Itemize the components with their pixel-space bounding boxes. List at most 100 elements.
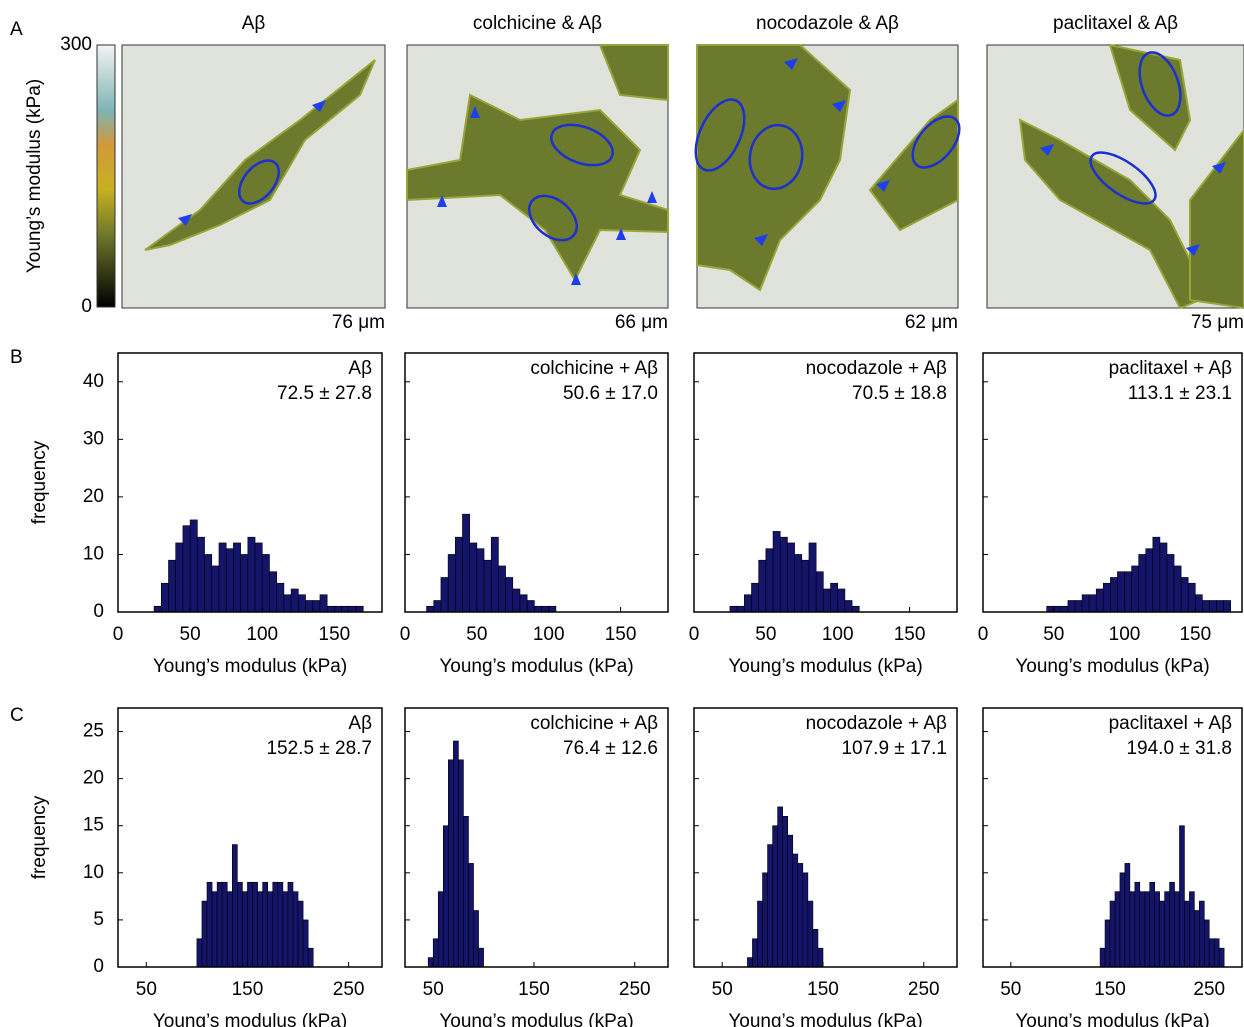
bar: [302, 919, 309, 968]
bar: [1149, 881, 1155, 968]
bar: [757, 900, 763, 968]
bar: [447, 554, 456, 613]
image-title: Aβ: [242, 13, 266, 34]
bar: [448, 759, 454, 968]
bar: [505, 577, 514, 613]
bar: [782, 816, 789, 968]
x-tick-label: 0: [113, 624, 124, 645]
colorbar-tick-label: 300: [60, 34, 92, 55]
bar: [355, 605, 364, 613]
bar: [433, 600, 442, 613]
bar: [802, 872, 809, 968]
bar: [427, 957, 434, 968]
annotation: 72.5 ± 27.8: [277, 383, 372, 404]
bar: [1216, 600, 1224, 613]
bar: [1109, 900, 1116, 968]
bar: [1194, 910, 1200, 968]
bar: [1159, 900, 1165, 968]
bar: [792, 853, 799, 968]
y-tick-label: 10: [83, 543, 104, 564]
x-tick-label: 50: [1000, 979, 1021, 1000]
bar: [437, 891, 444, 968]
bar: [1117, 571, 1125, 613]
image-title: paclitaxel & Aβ: [1053, 13, 1178, 34]
plot-frame: [404, 707, 669, 968]
bar: [744, 594, 752, 613]
bar: [257, 891, 263, 968]
bar: [231, 844, 238, 968]
bar: [334, 605, 342, 613]
bar: [462, 513, 470, 613]
bar: [794, 554, 803, 613]
bar: [432, 938, 439, 968]
bar: [1202, 600, 1210, 613]
bar: [455, 536, 463, 613]
plot-frame: [693, 707, 958, 968]
bar: [1154, 891, 1160, 968]
bar: [272, 881, 279, 968]
bar: [1199, 900, 1205, 968]
bar: [1131, 565, 1139, 613]
bar: [319, 594, 328, 613]
bar: [1159, 542, 1168, 613]
y-tick-label: 0: [93, 956, 104, 977]
bar: [1203, 919, 1210, 968]
bar: [160, 582, 169, 613]
bar: [201, 900, 208, 968]
x-tick-label: 150: [319, 624, 351, 645]
bar: [1060, 605, 1069, 613]
x-tick-label: 250: [619, 979, 651, 1000]
bar: [458, 759, 464, 968]
bar: [1129, 891, 1136, 968]
x-tick-label: 250: [908, 979, 940, 1000]
plot-frame: [982, 352, 1243, 613]
plot-frame: [404, 352, 669, 613]
y-axis-label: frequency: [29, 440, 50, 524]
bar: [307, 947, 314, 968]
y-tick-label: 25: [83, 721, 104, 742]
bar: [287, 881, 294, 968]
bar: [1209, 600, 1217, 613]
bar: [233, 542, 241, 613]
bar: [225, 548, 234, 613]
bar: [153, 605, 162, 613]
y-tick-label: 0: [93, 601, 104, 622]
bar: [1138, 554, 1147, 613]
bar: [1208, 938, 1215, 968]
y-tick-label: 40: [83, 371, 104, 392]
x-tick-label: 150: [232, 979, 264, 1000]
x-tick-label: 100: [246, 624, 278, 645]
annotation: paclitaxel + Aβ: [1109, 358, 1232, 379]
annotation: 152.5 ± 28.7: [266, 738, 372, 759]
bar: [747, 957, 753, 968]
bar: [341, 605, 350, 613]
bar: [1099, 947, 1106, 968]
bar: [1139, 891, 1146, 968]
bar: [807, 900, 814, 968]
bar: [851, 605, 860, 613]
bar: [1088, 594, 1097, 613]
bar: [1145, 548, 1154, 613]
bar: [808, 542, 817, 613]
annotation: nocodazole + Aβ: [806, 358, 947, 379]
x-axis-label: Young’s modulus (kPa): [1015, 656, 1209, 677]
scale-label: 76 μm: [332, 312, 385, 333]
bar: [277, 881, 284, 968]
bar: [512, 588, 521, 613]
panel-label: C: [10, 705, 24, 726]
panel-label: B: [10, 347, 23, 368]
bar: [812, 929, 819, 968]
annotation: 70.5 ± 18.8: [852, 383, 947, 404]
bar: [1169, 881, 1175, 968]
bar: [1189, 891, 1195, 968]
bar: [1180, 577, 1189, 613]
cell-image: [986, 43, 1244, 310]
bar: [267, 891, 274, 968]
bar: [221, 881, 228, 968]
bar: [1081, 594, 1090, 613]
bar: [211, 891, 218, 968]
bar: [526, 600, 535, 613]
bar: [797, 863, 804, 968]
y-tick-label: 20: [83, 768, 104, 789]
bar: [1114, 891, 1121, 968]
